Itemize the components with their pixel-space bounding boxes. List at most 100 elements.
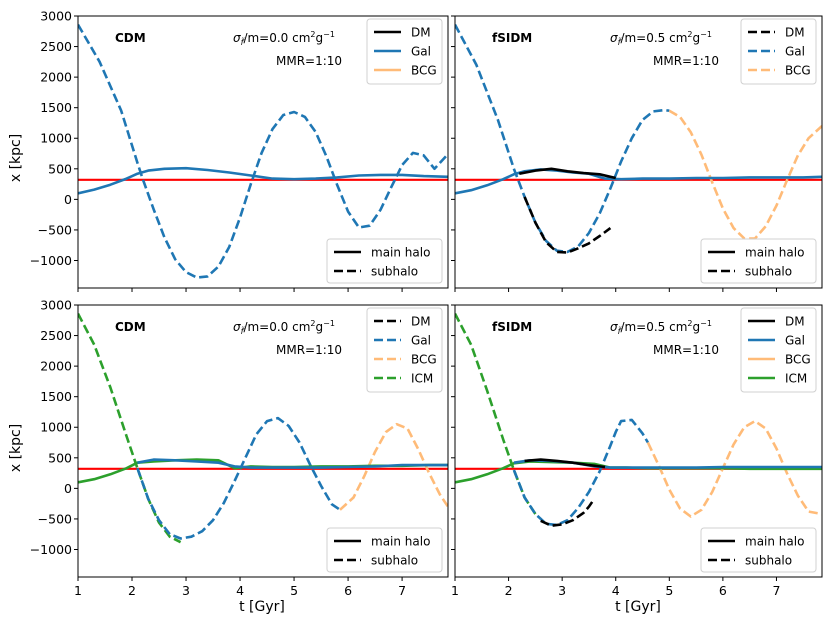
y-tick-label: 1000 [40, 420, 72, 435]
mmr-annotation: MMR=1:10 [653, 54, 719, 68]
y-tick-label: 2000 [40, 70, 72, 85]
plot-frame [454, 15, 823, 289]
legend-label-main-halo: main halo [371, 535, 430, 549]
x-tick-label: 3 [558, 583, 566, 598]
style-legend: main halo subhalo [326, 527, 443, 573]
series-dm-main-line [519, 167, 616, 180]
series-icm-main-line [455, 460, 822, 484]
y-tick-label: 3000 [40, 298, 72, 313]
x-tick-label: 3 [182, 583, 190, 598]
panel-title: fSIDM [492, 320, 532, 334]
y-tick-label: 0 [64, 481, 72, 496]
x-tick-label: 6 [344, 583, 352, 598]
y-tick-label: −500 [38, 511, 72, 526]
series-gal-main-line [137, 458, 448, 469]
legend-label-main-halo: main halo [745, 535, 804, 549]
series-dm-subhalo-line [523, 196, 612, 254]
series-bcg-subhalo-line [339, 422, 448, 511]
legend-label-bcg: BCG [411, 353, 437, 367]
cross-section-annotation: σf̃/m=0.0 cm2g−1 [233, 319, 335, 336]
series-gal-subhalo-line [78, 23, 448, 279]
series-icm-subhalo-line [78, 312, 182, 544]
series-bcg-subhalo-line [668, 109, 822, 240]
legend-label-subhalo: subhalo [371, 265, 418, 279]
legend-label-dm: DM [785, 315, 805, 329]
legend-label-bcg: BCG [411, 64, 437, 78]
legend-label-dm: DM [411, 315, 431, 329]
legend-label-main-halo: main halo [745, 246, 804, 260]
mmr-annotation: MMR=1:10 [276, 343, 342, 357]
mmr-annotation: MMR=1:10 [653, 343, 719, 357]
legend-label-subhalo: subhalo [745, 554, 792, 568]
x-tick-label: 7 [398, 583, 406, 598]
x-tick-label: 4 [612, 583, 620, 598]
series-gal-subhalo-line [455, 23, 670, 254]
panel-title: fSIDM [492, 31, 532, 45]
y-tick-label: 1500 [40, 389, 72, 404]
series-icm-subhalo-line [455, 313, 537, 515]
panel-3: 1 2 3 4 5 6 7 3000 2500 2000 1500 1000 500 0 −500 −1000… [30, 298, 449, 598]
x-tick-label: 7 [772, 583, 780, 598]
legend-label-bcg: BCG [785, 353, 811, 367]
legend-label-subhalo: subhalo [745, 265, 792, 279]
panel-title: CDM [115, 31, 146, 45]
panel-2: fSIDM σf̃/m=0.5 cm2g−1 MMR=1:10 DM Gal BCG mai… [451, 15, 823, 292]
y-axis-label-bottom: x [kpc] [8, 424, 24, 472]
x-tick-label: 1 [74, 583, 82, 598]
series-dm-main-line [524, 458, 606, 469]
x-tick-label: 1 [451, 583, 459, 598]
style-legend: main halo subhalo [326, 238, 443, 284]
component-legend: DM Gal BCG [366, 18, 443, 85]
legend-label-icm: ICM [785, 372, 807, 386]
y-tick-label: 500 [48, 450, 72, 465]
cross-section-annotation: σf̃/m=0.0 cm2g−1 [233, 30, 335, 47]
series-dm-subhalo-line [540, 498, 596, 528]
y-tick-label: 500 [48, 161, 72, 176]
y-tick-label: 2000 [40, 359, 72, 374]
y-tick-label: 0 [64, 192, 72, 207]
legend-label-dm: DM [785, 26, 805, 40]
y-tick-label: −1000 [30, 253, 72, 268]
legend-label-icm: ICM [411, 372, 433, 386]
legend-label-gal: Gal [785, 45, 805, 59]
series-icm-main-line [78, 458, 448, 484]
mmr-annotation: MMR=1:10 [276, 54, 342, 68]
style-legend: main halo subhalo [700, 527, 817, 573]
panel-1: 3000 2500 2000 1500 1000 500 0 −500 −1000 CDM σf̃/… [30, 9, 449, 292]
cross-section-annotation: σf̃/m=0.5 cm2g−1 [610, 30, 712, 47]
series-gal-subhalo-line [136, 416, 341, 540]
y-tick-label: 1500 [40, 100, 72, 115]
y-tick-label: −500 [38, 222, 72, 237]
x-tick-label: 2 [128, 583, 136, 598]
series-bcg-subhalo-line [646, 419, 822, 518]
y-axis-label-top: x [kpc] [8, 134, 24, 182]
cross-section-annotation: σf̃/m=0.5 cm2g−1 [610, 319, 712, 336]
y-tick-label: 2500 [40, 328, 72, 343]
y-tick-label: −1000 [30, 542, 72, 557]
plot-frame [77, 15, 449, 289]
series-gal-subhalo-line [512, 418, 650, 527]
legend-label-gal: Gal [411, 334, 431, 348]
legend-label-gal: Gal [785, 334, 805, 348]
legend-label-bcg: BCG [785, 64, 811, 78]
plot-frame [77, 304, 449, 578]
x-tick-label: 6 [719, 583, 727, 598]
x-axis-label-right: t [Gyr] [615, 599, 661, 615]
x-tick-label: 2 [505, 583, 513, 598]
component-legend: DM Gal BCG [740, 18, 817, 85]
component-legend: DM Gal BCG ICM [740, 307, 817, 393]
x-axis-label-left: t [Gyr] [239, 599, 285, 615]
legend-label-gal: Gal [411, 45, 431, 59]
style-legend: main halo subhalo [700, 238, 817, 284]
series-gal-main-line [78, 166, 448, 195]
y-tick-label: 3000 [40, 9, 72, 24]
x-tick-label: 5 [290, 583, 298, 598]
plot-frame [454, 304, 823, 578]
y-tick-label: 2500 [40, 39, 72, 54]
component-legend: DM Gal BCG ICM [366, 307, 443, 393]
series-gal-main-line [455, 168, 822, 195]
legend-label-subhalo: subhalo [371, 554, 418, 568]
legend-label-dm: DM [411, 26, 431, 40]
panel-title: CDM [115, 320, 146, 334]
